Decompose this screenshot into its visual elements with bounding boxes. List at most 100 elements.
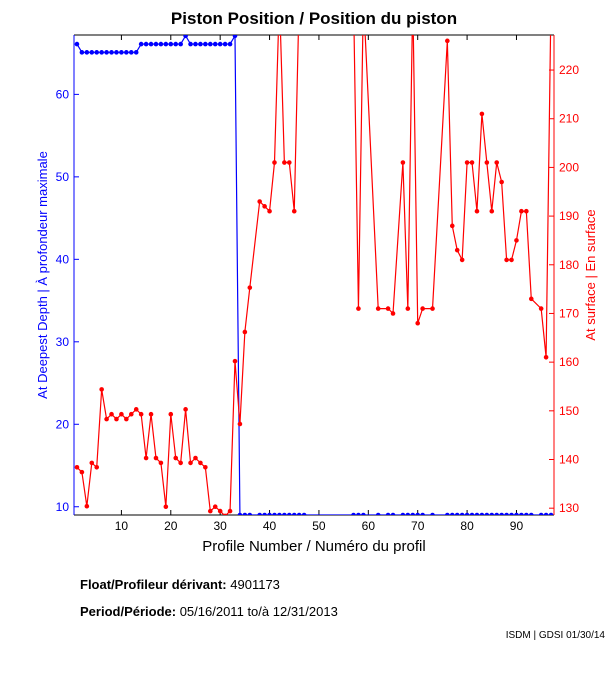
data-point [504, 257, 509, 263]
data-point [543, 354, 549, 360]
data-point [272, 160, 277, 165]
series-deepest-depth [74, 35, 554, 515]
y-right-tick-label: 180 [559, 258, 579, 272]
data-point [183, 35, 188, 39]
data-point [188, 460, 193, 466]
data-point [212, 41, 218, 47]
data-point [94, 464, 100, 470]
data-point [459, 257, 465, 263]
x-tick-label: 70 [411, 519, 425, 533]
data-point [168, 41, 174, 47]
data-point [291, 208, 297, 214]
data-point [223, 513, 228, 515]
data-point [99, 387, 104, 392]
data-point [494, 512, 500, 515]
data-point [528, 296, 534, 302]
data-point [267, 208, 272, 214]
series-line [76, 35, 552, 515]
data-point [178, 460, 183, 466]
x-axis-label: Profile Number / Numéro du profil [202, 538, 425, 555]
data-point [519, 512, 524, 515]
data-point [84, 503, 90, 509]
data-point [445, 38, 450, 44]
chart-title: Piston Position / Position du piston [171, 9, 457, 28]
data-point [94, 50, 100, 55]
data-point [524, 512, 529, 515]
data-point [133, 407, 139, 412]
data-point [375, 306, 381, 311]
float-id-line: Float/Profileur dérivant: 4901173 [80, 577, 280, 592]
y-right-tick-label: 130 [559, 501, 579, 515]
data-point [109, 50, 114, 55]
float-value: 4901173 [230, 577, 280, 592]
data-point [489, 208, 495, 214]
x-tick-label: 20 [164, 519, 178, 533]
data-point [119, 50, 124, 55]
data-point [291, 512, 297, 515]
data-point [247, 285, 253, 290]
y-axis-label-left: At Deepest Depth | À profondeur maximale [35, 151, 50, 399]
data-point [400, 512, 406, 515]
data-point [514, 512, 519, 515]
data-point [217, 508, 223, 514]
y-right-tick-label: 170 [559, 306, 579, 320]
data-point [232, 35, 238, 39]
credit-text: ISDM | GDSI 01/30/14 [505, 630, 605, 641]
data-point [143, 41, 149, 47]
period-label: Period/Période: [80, 604, 177, 619]
data-point [89, 460, 95, 466]
data-point [474, 512, 480, 515]
data-point [543, 512, 549, 515]
data-point [242, 329, 248, 335]
series-surface [74, 35, 552, 515]
data-point [173, 41, 179, 47]
data-point [351, 512, 356, 515]
y-left-tick-label: 10 [56, 500, 70, 514]
data-point [153, 455, 159, 461]
data-point [469, 160, 475, 165]
data-point [538, 306, 544, 311]
data-point [430, 512, 435, 515]
data-point [222, 41, 228, 47]
data-point [277, 512, 282, 515]
data-point [474, 208, 480, 214]
period-end: 12/31/2013 [272, 604, 338, 619]
data-point [124, 416, 129, 422]
data-point [203, 464, 208, 470]
data-point [509, 512, 514, 515]
data-point [257, 199, 262, 204]
data-point [479, 111, 485, 117]
data-point [509, 257, 514, 263]
data-point [484, 512, 490, 515]
y-right-tick-label: 140 [559, 453, 579, 467]
data-point [385, 512, 391, 515]
data-point [148, 411, 154, 417]
x-tick-label: 50 [312, 519, 326, 533]
period-separator: to/à [247, 604, 270, 619]
data-point [119, 411, 124, 417]
data-point [282, 512, 287, 515]
data-point [464, 512, 470, 515]
data-point [128, 50, 134, 55]
data-point [445, 512, 450, 515]
data-point [193, 455, 198, 461]
data-point [514, 238, 519, 243]
data-point [459, 512, 465, 515]
data-point [193, 41, 198, 47]
data-point [153, 41, 159, 47]
data-point [262, 512, 267, 515]
data-point [203, 41, 208, 47]
data-point [499, 179, 504, 185]
data-point [114, 416, 119, 422]
y-right-tick-label: 210 [559, 112, 579, 126]
x-tick-label: 10 [115, 519, 129, 533]
data-point [124, 50, 129, 55]
data-point [375, 512, 381, 515]
data-point [272, 512, 277, 515]
data-point [415, 512, 421, 515]
data-point [524, 208, 529, 214]
period-line: Period/Période: 05/16/2011 to/à 12/31/20… [80, 604, 338, 619]
data-point [104, 50, 109, 55]
data-point [109, 411, 114, 417]
data-point [267, 512, 272, 515]
